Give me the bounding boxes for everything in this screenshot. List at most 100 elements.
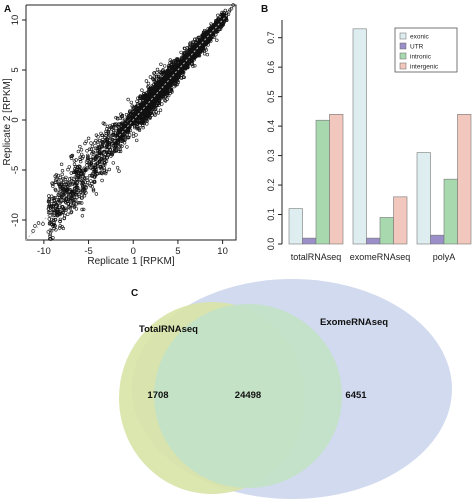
scatter-point	[220, 22, 225, 27]
scatter-point	[89, 179, 93, 183]
scatter-point	[117, 169, 121, 173]
scatter-point	[141, 115, 145, 119]
scatter-point	[123, 129, 127, 133]
scatter-y-ticks: -10 -5 0 5 10	[10, 15, 26, 227]
scatter-point	[82, 185, 86, 189]
scatter-point	[84, 160, 89, 164]
scatter-point	[89, 147, 94, 152]
scatter-x-tick-label: 5	[175, 246, 180, 257]
scatter-point	[187, 45, 192, 49]
scatter-point	[54, 180, 58, 185]
scatter-point	[152, 79, 156, 83]
scatter-point	[155, 67, 160, 72]
scatter-point	[139, 95, 143, 99]
scatter-panel: -10 -5 0 5 10 -10 -5 0 5 10 Replicate 1 [RPKM] R…	[2, 3, 237, 267]
scatter-point	[163, 64, 167, 68]
scatter-point	[49, 229, 54, 233]
scatter-point	[85, 149, 89, 153]
bar-x-labels: totalRNAseq exomeRNAseq polyA	[291, 252, 456, 262]
scatter-point	[54, 228, 58, 232]
scatter-point	[200, 39, 204, 42]
bar-UTR-totalRNAseq	[302, 237, 317, 245]
scatter-point	[199, 50, 203, 53]
bar-category-label: exomeRNAseq	[350, 252, 411, 262]
scatter-point	[170, 68, 174, 73]
scatter-point	[55, 212, 59, 217]
scatter-point	[99, 167, 103, 171]
scatter-point	[103, 152, 107, 156]
scatter-point	[137, 117, 141, 120]
scatter-point	[208, 36, 212, 40]
scatter-point	[78, 144, 82, 149]
scatter-point	[94, 133, 99, 137]
scatter-point	[85, 158, 90, 162]
scatter-point	[69, 210, 74, 214]
scatter-point	[112, 150, 116, 154]
scatter-point	[160, 91, 164, 95]
scatter-point	[66, 167, 70, 172]
scatter-point	[161, 68, 165, 72]
scatter-point	[166, 84, 170, 88]
scatter-point	[54, 204, 58, 208]
scatter-point	[116, 134, 120, 138]
scatter-point	[151, 94, 155, 98]
scatter-point	[134, 133, 138, 137]
scatter-point	[96, 140, 100, 144]
scatter-point	[62, 198, 67, 202]
scatter-point	[178, 63, 182, 67]
scatter-point	[62, 191, 67, 196]
scatter-point	[161, 82, 165, 86]
scatter-point	[58, 185, 62, 189]
scatter-point	[113, 145, 118, 149]
scatter-point	[210, 31, 214, 35]
scatter-point	[174, 73, 178, 77]
scatter-point	[196, 50, 199, 54]
scatter-point	[88, 173, 92, 178]
scatter-point	[94, 157, 98, 161]
scatter-point	[148, 97, 152, 101]
scatter-point	[100, 133, 104, 138]
scatter-point	[188, 42, 192, 46]
scatter-point	[74, 207, 79, 211]
scatter-point	[85, 163, 89, 167]
scatter-point	[127, 129, 131, 133]
scatter-point	[105, 143, 109, 147]
scatter-point	[78, 172, 83, 177]
scatter-point	[81, 188, 86, 192]
scatter-point	[146, 84, 150, 89]
scatter-point	[73, 175, 78, 179]
legend-label-exonic: exonic	[410, 34, 430, 41]
scatter-point	[65, 180, 70, 184]
scatter-point	[90, 185, 94, 189]
scatter-point	[139, 114, 142, 118]
scatter-point	[79, 201, 84, 205]
bar-y-tick-label: 0.7	[266, 31, 276, 44]
scatter-point	[216, 13, 220, 18]
scatter-point	[155, 70, 159, 75]
scatter-point	[57, 226, 62, 230]
scatter-point	[74, 191, 79, 195]
scatter-point	[79, 190, 83, 194]
scatter-x-ticks: -10 -5 0 5 10	[37, 240, 228, 257]
scatter-y-tick-label: 10	[10, 15, 21, 26]
scatter-point	[61, 210, 65, 215]
bar-intergenic-polyA	[457, 114, 472, 245]
scatter-point	[61, 192, 66, 197]
scatter-point	[102, 168, 107, 172]
scatter-point	[47, 222, 52, 226]
scatter-point	[100, 145, 105, 149]
scatter-point	[67, 183, 72, 187]
scatter-point	[144, 79, 149, 83]
scatter-point	[75, 185, 79, 189]
scatter-point	[95, 172, 99, 176]
scatter-point	[195, 37, 199, 41]
scatter-point	[118, 149, 123, 154]
scatter-point	[140, 119, 144, 123]
scatter-point	[161, 88, 165, 92]
bar-intergenic-exomeRNAseq	[393, 196, 408, 245]
scatter-point	[179, 60, 183, 64]
panel-label-a: A	[4, 4, 11, 15]
scatter-point	[95, 149, 100, 153]
scatter-point	[168, 89, 172, 93]
legend-swatch-intergenic	[399, 62, 407, 70]
